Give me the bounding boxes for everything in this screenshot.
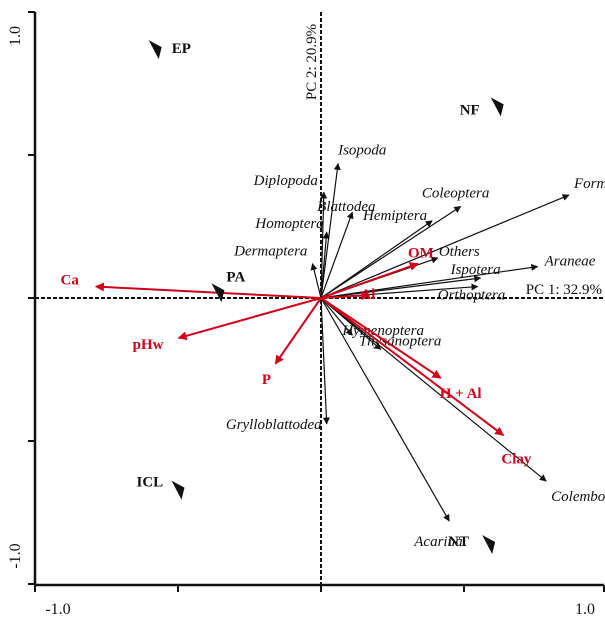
species-arrow-grylloblattodea [320,297,330,425]
species-label-blattodea: Blattodea [317,199,375,215]
env-arrow-al [320,291,371,301]
env-label-p: P [262,372,271,388]
env-label-al: Al [360,287,375,303]
env-label-clay: Clay [501,451,532,467]
site-label-ep: EP [172,41,191,57]
x-tick-label-right: 1.0 [575,601,595,618]
species-label-araneae: Araneae [544,254,596,270]
sites-group: EP NF PA ICL NT [137,40,504,554]
site-label-nf: NF [460,102,480,118]
species-label-hymenoptera: Hymenoptera [341,323,424,339]
species-label-colembolla: Colembolla [551,489,605,505]
species-arrow-acarina [320,297,450,522]
species-label-isopoda: Isopoda [337,143,386,159]
species-arrow-dermaptera [310,263,322,299]
species-label-diplopoda: Diplopoda [253,173,318,189]
env-arrow-clay [320,297,505,437]
y-tick-label-top: 1.0 [7,26,24,46]
species-arrow-hymenoptera [320,297,353,336]
site-marker-pa [211,283,225,303]
species-arrow-homoptera [320,231,330,299]
env-arrow-ca [94,282,322,299]
species-label-dermaptera: Dermaptera [233,244,307,260]
species-arrow-blattodea [320,211,354,299]
site-marker-ep [148,40,162,60]
species-arrow-colembolla [320,297,547,482]
env-arrow-h-al [320,297,442,379]
species-label-others: Others [439,244,480,260]
site-marker-nt [482,534,496,554]
env-label-om: OM [408,246,434,262]
y-axis-title: PC 2: 20.9% [304,24,320,100]
env-label-h-al: H + Al [440,386,482,402]
environment-arrows-group: Ca OM Al pHw P H + Al Clay [61,246,532,468]
site-label-nt: NT [448,534,469,550]
x-tick-label-left: -1.0 [45,601,70,618]
species-arrow-formicidae [320,194,570,299]
env-label-ca: Ca [61,273,80,289]
species-label-hemiptera: Hemiptera [362,208,427,224]
species-label-homoptera: Homoptera [254,216,323,232]
env-arrow-p [274,297,322,365]
species-arrow-isopoda [320,162,341,299]
species-label-grylloblattodea: Grylloblattodea [226,417,322,433]
species-label-orthoptera: Orthoptera [438,288,506,304]
species-arrow-ispotera [320,275,482,299]
species-arrow-araneae [320,263,539,299]
species-label-formicidae: Formicidae [573,176,605,192]
env-arrow-om [320,262,419,299]
site-label-pa: PA [226,269,245,285]
species-arrow-hemiptera [320,220,433,299]
species-label-coleoptera: Coleoptera [422,185,490,201]
env-label-phw: pHw [133,337,164,353]
site-marker-nf [490,97,504,117]
x-axis-title: PC 1: 32.9% [526,282,602,298]
site-label-icl: ICL [137,475,164,491]
species-arrow-coleoptera [320,205,462,299]
x-ticks [34,585,605,592]
y-tick-label-bottom: -1.0 [7,543,24,568]
species-label-acarina: Acarina [413,534,462,550]
y-ticks [28,11,35,585]
species-label-ispotera: Ispotera [450,262,501,278]
site-marker-icl [171,480,185,500]
species-arrow-diplopoda [320,191,328,299]
env-arrow-phw [177,297,322,341]
